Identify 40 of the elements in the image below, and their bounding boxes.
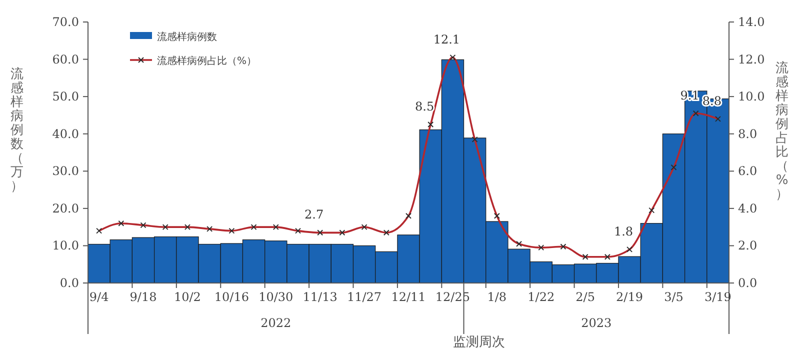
x-tick-label: 2/19 bbox=[616, 290, 644, 304]
y-tick-label: 50.0 bbox=[52, 90, 79, 104]
x-tick-label: 11/13 bbox=[302, 290, 338, 304]
x-tick-label: 10/2 bbox=[174, 290, 201, 304]
x-tick-label: 11/27 bbox=[346, 290, 382, 304]
x-tick-label: 1/8 bbox=[487, 290, 507, 304]
y-tick-label: 60.0 bbox=[52, 52, 79, 66]
x-tick-label: 10/30 bbox=[258, 290, 294, 304]
y-tick-label: 20.0 bbox=[52, 201, 79, 216]
data-label: 1.8 bbox=[614, 224, 634, 238]
data-label: 2.7 bbox=[304, 208, 324, 222]
y2-tick-label: 6.0 bbox=[738, 164, 758, 178]
x-tick-label: 9/18 bbox=[130, 290, 157, 304]
x-tick-label: 10/16 bbox=[214, 290, 249, 304]
data-label: 8.5 bbox=[415, 100, 434, 114]
x-tick-label: 3/5 bbox=[664, 290, 684, 304]
x-tick-label: 2/5 bbox=[576, 290, 595, 304]
y2-tick-label: 14.0 bbox=[738, 15, 765, 29]
y-tick-label: 70.0 bbox=[52, 15, 79, 29]
y2-tick-label: 2.0 bbox=[738, 238, 758, 253]
legend-label: 流感样病例数 bbox=[157, 31, 217, 43]
y2-tick-label: 8.0 bbox=[738, 126, 758, 141]
y-tick-label: 0.0 bbox=[60, 276, 79, 290]
y2-tick-label: 12.0 bbox=[738, 52, 765, 66]
text: 2023 bbox=[581, 316, 612, 330]
x-tick-label: 9/4 bbox=[89, 290, 110, 304]
data-label: 12.1 bbox=[433, 32, 460, 46]
text: 2022 bbox=[260, 316, 292, 330]
text: 流感样病例占比（%） bbox=[776, 61, 788, 202]
x-tick-label: 12/11 bbox=[391, 290, 426, 304]
legend-label: 流感样病例占比（%） bbox=[157, 55, 257, 67]
y-tick-label: 30.0 bbox=[52, 164, 79, 178]
y2-tick-label: 4.0 bbox=[738, 201, 758, 216]
text: 流感样病例数（万） bbox=[10, 67, 24, 194]
x-tick-label: 1/22 bbox=[528, 290, 555, 304]
y-tick-label: 10.0 bbox=[52, 238, 79, 253]
y2-tick-label: 10.0 bbox=[738, 90, 765, 104]
y-tick-label: 40.0 bbox=[52, 126, 79, 141]
x-axis-title: 监测周次 bbox=[452, 335, 505, 350]
y2-tick-label: 0.0 bbox=[738, 276, 758, 290]
